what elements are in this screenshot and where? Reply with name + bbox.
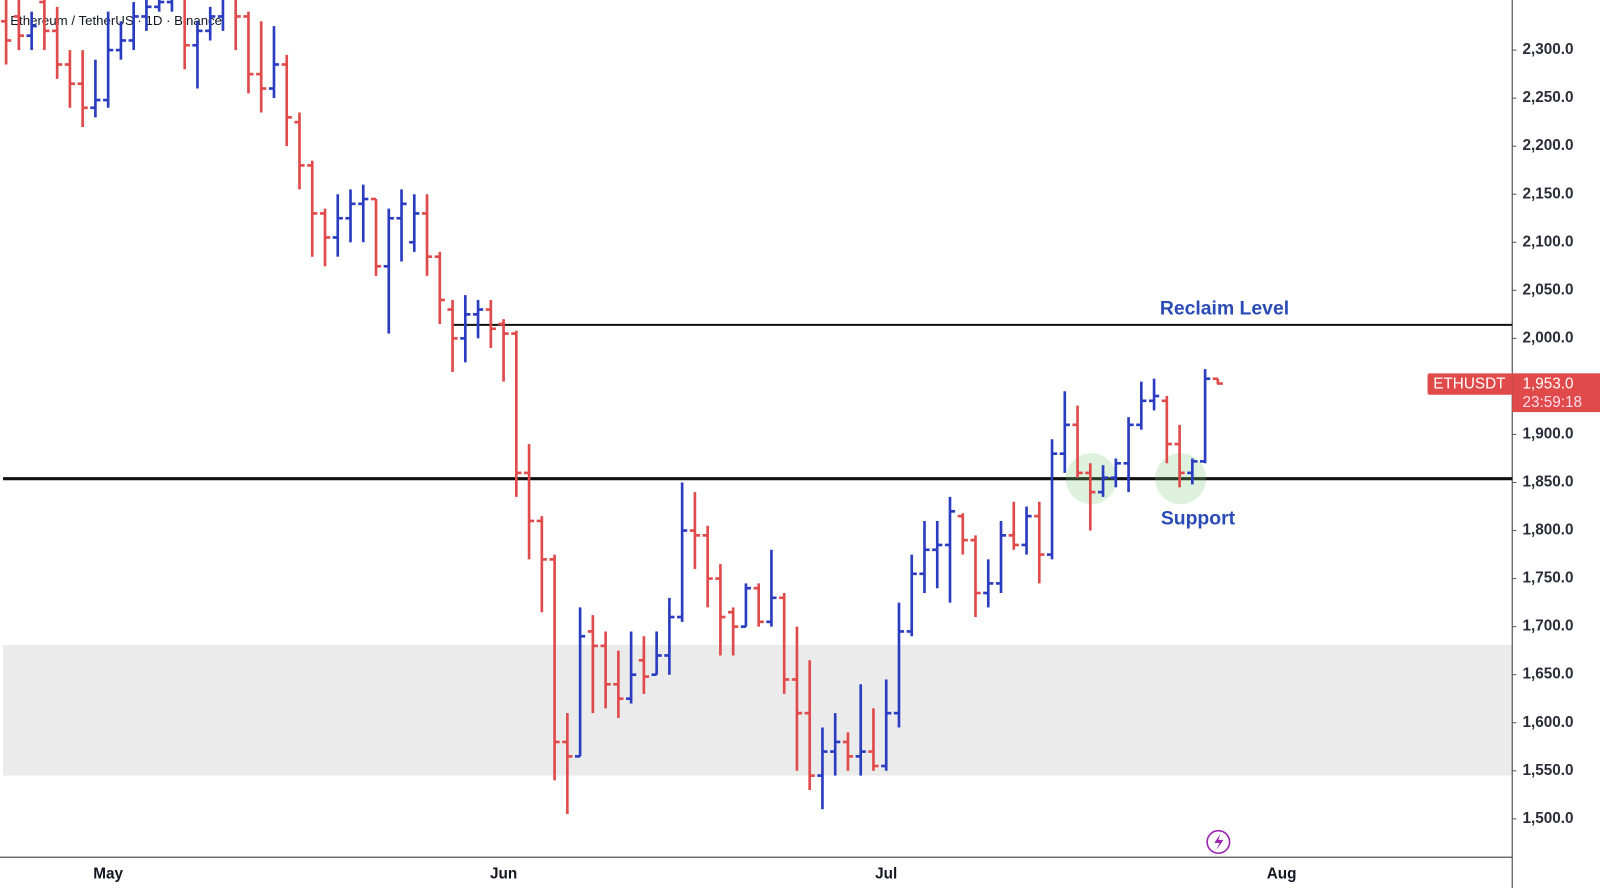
countdown-label: 23:59:18 (1522, 394, 1582, 411)
y-tick-label: 1,650.0 (1522, 666, 1573, 683)
bolt-icon[interactable] (1206, 829, 1231, 854)
y-tick-label: 1,900.0 (1522, 426, 1573, 443)
price-box (1512, 373, 1600, 413)
x-tick-label: May (93, 866, 123, 883)
y-tick-label: 1,500.0 (1522, 810, 1573, 827)
bolt-glyph (1214, 833, 1224, 851)
y-tick-label: 2,050.0 (1522, 281, 1573, 298)
x-tick-label: Aug (1267, 866, 1297, 883)
y-tick-label: 1,850.0 (1522, 474, 1573, 491)
y-tick-label: 1,800.0 (1522, 522, 1573, 539)
price-label: 1,953.0 (1522, 376, 1573, 393)
y-tick-label: 1,550.0 (1522, 762, 1573, 779)
y-tick-label: 2,250.0 (1522, 89, 1573, 106)
support-label: Support (1161, 508, 1236, 530)
reclaim-label: Reclaim Level (1160, 298, 1289, 320)
symbol-box (1427, 373, 1513, 395)
x-tick-label: Jul (875, 866, 897, 883)
y-tick-label: 2,300.0 (1522, 41, 1573, 58)
x-tick-label: Jun (490, 866, 517, 883)
y-tick-label: 2,200.0 (1522, 137, 1573, 154)
y-tick-label: 2,150.0 (1522, 185, 1573, 202)
y-tick-label: 1,700.0 (1522, 618, 1573, 635)
y-tick-label: 2,100.0 (1522, 233, 1573, 250)
chart-title: Ethereum / TetherUS · 1D · Binance (10, 13, 222, 28)
zone (3, 644, 1513, 776)
y-tick-label: 2,000.0 (1522, 329, 1573, 346)
symbol-label: ETHUSDT (1433, 376, 1505, 393)
y-tick-label: 1,750.0 (1522, 570, 1573, 587)
y-tick-label: 1,600.0 (1522, 714, 1573, 731)
